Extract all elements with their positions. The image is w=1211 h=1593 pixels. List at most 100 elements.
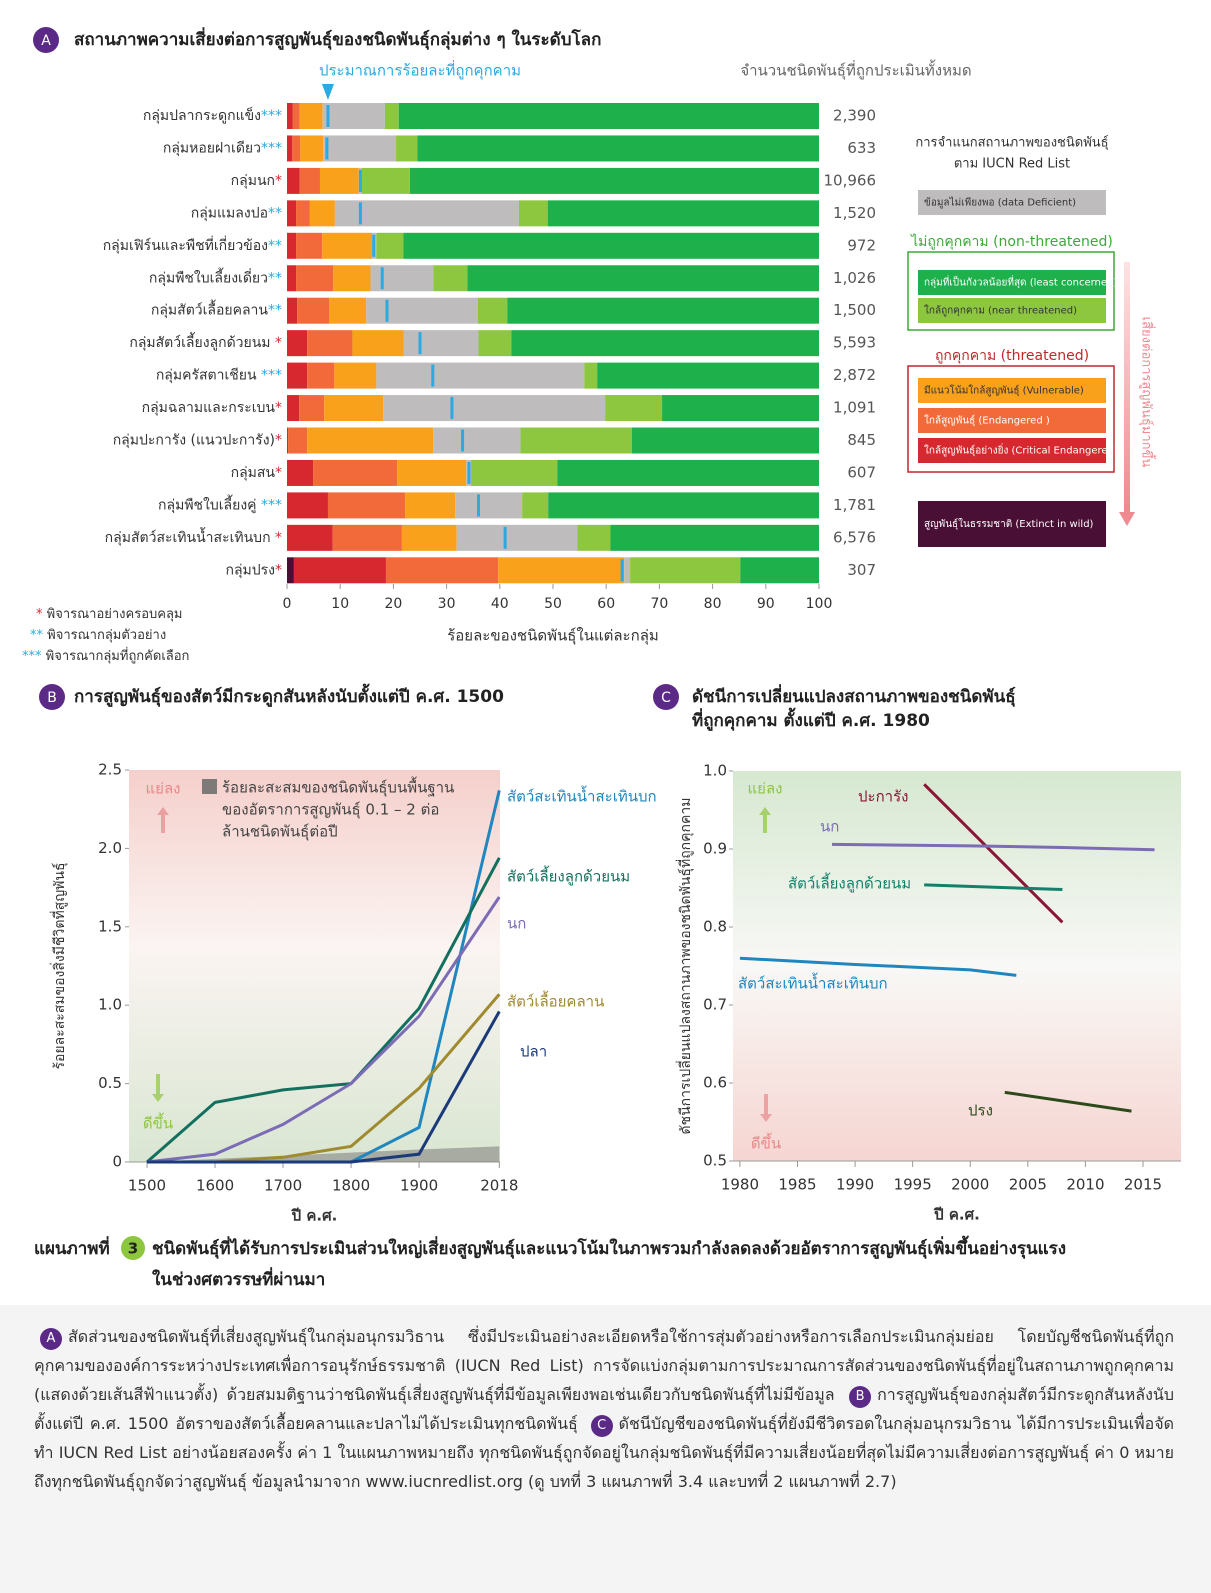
marker-pointer <box>321 84 334 100</box>
threatened-marker <box>372 234 376 257</box>
threatened-marker <box>358 169 362 192</box>
plot-background <box>129 770 500 1162</box>
total-label: 5,593 <box>833 334 876 352</box>
bar-segment <box>297 297 330 324</box>
bar-segment <box>307 362 335 389</box>
bar-segment <box>403 330 479 357</box>
legend-group-box <box>907 365 1115 473</box>
bar-segment <box>309 200 335 227</box>
bar-segment <box>433 265 468 292</box>
bar-segment <box>522 492 549 519</box>
total-label: 10,966 <box>824 171 877 189</box>
bar-segment <box>296 232 323 259</box>
total-label: 2,872 <box>833 366 876 384</box>
category-label: กลุ่มสัตว์เลี้ยงลูกด้วยนม * <box>129 332 282 351</box>
trend-arrow <box>760 1094 772 1122</box>
series-label: สัตว์สะเทินน้ำสะเทินบก <box>507 786 657 806</box>
caption-prefix: แผนภาพที่ <box>34 1236 110 1259</box>
bar-segment <box>362 167 410 194</box>
threatened-marker <box>380 267 384 290</box>
badge-label: C <box>661 690 671 706</box>
threatened-marker <box>358 202 362 225</box>
y-tick-label: 2.5 <box>98 761 122 779</box>
y-tick-label: 0.5 <box>703 1152 727 1170</box>
legend-label: สูญพันธุ์ในธรรมชาติ (Extinct in wild) <box>924 518 1094 530</box>
bar-segment <box>313 459 398 486</box>
y-axis-label: ร้อยละสะสมของสิ่งมีชีวิตที่สูญพันธุ์ <box>50 863 68 1070</box>
bar-segment <box>498 557 625 584</box>
caption-badge <box>121 1236 145 1260</box>
x-tick-label: 1800 <box>332 1177 370 1195</box>
legend-group-title: ไม่ถูกคุกคาม (non-threatened) <box>910 233 1113 250</box>
bar-segment <box>307 330 353 357</box>
caption-line: ในช่วงศตวรรษที่ผ่านมา <box>152 1267 325 1290</box>
bar-segment <box>577 524 611 551</box>
bar-segment <box>477 297 508 324</box>
x-tick-label: 1700 <box>264 1177 302 1195</box>
legend-label: ใกล้ถูกคุกคาม (near threatened) <box>924 305 1077 317</box>
bar-segment <box>322 232 373 259</box>
bar-segment <box>296 200 310 227</box>
series-label: ปรง <box>968 1102 993 1120</box>
badge <box>39 684 65 710</box>
badge <box>33 27 59 53</box>
badge-label: B <box>47 690 57 706</box>
bar-segment <box>319 167 359 194</box>
bar-segment <box>478 330 512 357</box>
legend-label: ใกล้สูญพันธุ์อย่างยิ่ง (Critical Endange… <box>924 443 1118 457</box>
category-label: กลุ่มพืชใบเลี้ยงเดี่ยว** <box>149 267 282 286</box>
category-label: กลุ่มพืชใบเลี้ยงคู่ *** <box>158 494 282 513</box>
total-label: 972 <box>847 236 876 254</box>
bar-segment <box>292 135 301 162</box>
x-tick-label: 1900 <box>400 1177 438 1195</box>
x-tick-label: 60 <box>597 596 615 612</box>
x-tick-label: 40 <box>491 596 509 612</box>
series-line <box>146 857 501 1164</box>
bar-segment <box>417 135 819 162</box>
x-tick-label: 100 <box>806 596 833 612</box>
legend-label: กลุ่มที่เป็นกังวลน้อยที่สุด (least conce… <box>924 275 1117 289</box>
bar-segment <box>396 135 418 162</box>
series-line <box>832 842 1155 852</box>
bar-segment <box>334 362 377 389</box>
legend-swatch <box>918 438 1106 463</box>
bar-segment <box>370 265 434 292</box>
bar-segment <box>631 427 819 454</box>
marker-label: ประมาณการร้อยละที่ถูกคุกคาม <box>319 60 521 81</box>
bar-segment <box>385 557 499 584</box>
series-label: สัตว์เลื้อยคลาน <box>507 991 604 1011</box>
note-badge: A <box>40 1328 62 1350</box>
x-tick-label: 70 <box>650 596 668 612</box>
bar-segment <box>322 103 385 129</box>
badge-label: A <box>41 33 51 49</box>
bar-segment <box>287 232 297 259</box>
bar-segment <box>376 362 585 389</box>
category-label: กลุ่มฉลามและกระเบน* <box>142 400 282 416</box>
trend-annotation: แย่ลง <box>146 780 181 798</box>
bar-segment <box>287 395 300 422</box>
note-text: สัดส่วนของชนิดพันธุ์ที่เสี่ยงสูญพันธุ์ใน… <box>34 1327 1174 1404</box>
y-tick-label: 0 <box>112 1153 122 1171</box>
trend-annotation: ดีขึ้น <box>751 1133 781 1153</box>
threatened-marker <box>503 526 507 549</box>
baseline-legend-label: ของอัตราการสูญพันธุ์ 0.1 – 2 ต่อ <box>222 801 439 820</box>
note-text: การสูญพันธุ์ของกลุ่มสัตว์มีกระดูกสันหลัง… <box>34 1385 1174 1433</box>
bar-segment <box>287 103 293 129</box>
bar-segment <box>287 265 297 292</box>
category-label: กลุ่มแมลงปอ** <box>191 205 282 221</box>
bar-segment <box>547 200 819 227</box>
bar-segment <box>740 557 819 584</box>
bar-segment <box>329 297 367 324</box>
series-label: นก <box>820 818 839 836</box>
total-label: 1,520 <box>833 204 876 222</box>
x-tick-label: 0 <box>283 596 292 612</box>
total-label: 307 <box>847 561 876 579</box>
x-tick-label: 2000 <box>951 1176 989 1194</box>
bar-segment <box>324 395 384 422</box>
legend-label: ข้อมูลไม่เพียงพอ (data Deficient) <box>924 197 1076 209</box>
bar-segment <box>456 524 578 551</box>
bar-segment <box>376 232 404 259</box>
threatened-marker <box>450 397 454 420</box>
threatened-marker <box>477 494 481 517</box>
footnote: ** พิจารณากลุ่มตัวอย่าง <box>30 628 166 643</box>
